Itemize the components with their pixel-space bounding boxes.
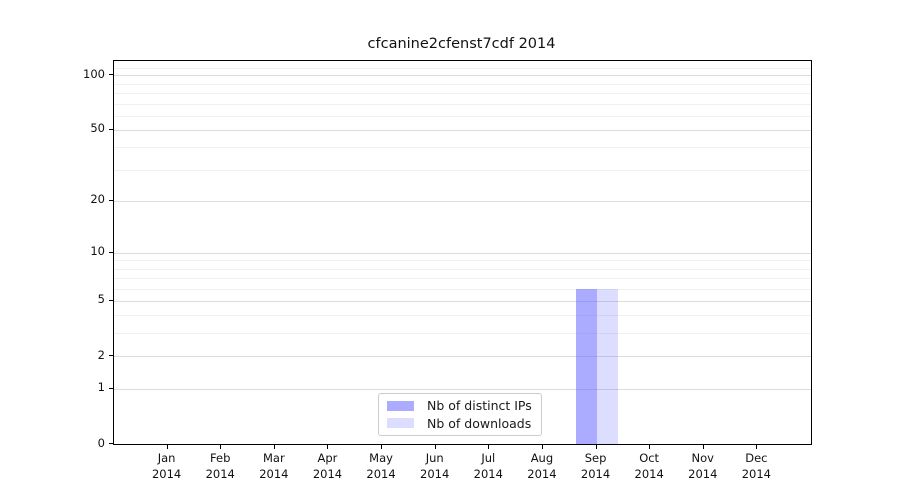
plot-area: [113, 60, 812, 445]
x-tick-mark: [381, 445, 383, 449]
y-tick-mark: [109, 251, 113, 253]
legend-swatch-downloads: [387, 418, 414, 429]
y-gridline-minor: [114, 315, 811, 317]
y-tick-label: 50: [90, 121, 105, 136]
y-gridline-minor: [114, 260, 811, 262]
x-tick-label: Jun 2014: [420, 451, 450, 481]
y-gridline-minor: [114, 169, 811, 171]
y-tick-mark: [109, 128, 113, 130]
legend-label-distinct-ips: Nb of distinct IPs: [427, 398, 532, 414]
x-tick-mark: [273, 445, 275, 449]
x-tick-mark: [327, 445, 329, 449]
x-tick-mark: [595, 445, 597, 449]
y-tick-label: 100: [83, 66, 105, 81]
y-gridline-minor: [114, 147, 811, 149]
y-gridline-minor: [114, 93, 811, 95]
legend-entry-downloads: Nb of downloads: [379, 416, 541, 431]
x-tick-label: May 2014: [366, 451, 396, 481]
x-tick-label: Apr 2014: [312, 451, 343, 481]
y-tick-mark: [109, 387, 113, 389]
x-tick-mark: [541, 445, 543, 449]
x-tick-mark: [434, 445, 436, 449]
y-gridline-minor: [114, 83, 811, 85]
y-tick-label: 5: [97, 292, 105, 307]
bar-distinct-ips: [575, 288, 597, 444]
y-tick-label: 2: [97, 347, 105, 362]
y-tick-mark: [109, 355, 113, 357]
y-gridline-major: [114, 388, 811, 390]
x-tick-mark: [220, 445, 222, 449]
y-gridline-major: [114, 252, 811, 254]
legend: Nb of distinct IPs Nb of downloads: [378, 393, 542, 436]
x-tick-label: Jan 2014: [151, 451, 182, 481]
y-tick-mark: [109, 199, 113, 201]
bar-downloads: [596, 288, 618, 444]
y-tick-label: 10: [90, 244, 105, 258]
y-tick-mark: [109, 299, 113, 301]
y-gridline-minor: [114, 268, 811, 270]
y-gridline-minor: [114, 277, 811, 279]
y-gridline-minor: [114, 288, 811, 290]
y-gridline-minor: [114, 115, 811, 117]
x-tick-mark: [756, 445, 758, 449]
legend-label-downloads: Nb of downloads: [427, 415, 532, 431]
y-tick-label: 20: [90, 192, 105, 207]
x-tick-mark: [702, 445, 704, 449]
y-tick-mark: [109, 443, 113, 444]
y-tick-label: 0: [97, 435, 105, 450]
y-gridline-major: [114, 75, 811, 77]
x-tick-label: Sep 2014: [580, 451, 611, 481]
y-gridline-minor: [114, 103, 811, 105]
y-tick-mark: [109, 74, 113, 76]
x-tick-label: Jul 2014: [473, 451, 503, 481]
x-tick-label: Aug 2014: [527, 451, 557, 481]
x-tick-label: Mar 2014: [259, 451, 289, 481]
legend-swatch-distinct-ips: [387, 400, 414, 411]
x-tick-mark: [488, 445, 490, 449]
x-tick-label: Nov 2014: [688, 451, 718, 481]
y-gridline-major: [114, 129, 811, 131]
chart-title: cfcanine2cfenst7cdf 2014: [367, 36, 556, 52]
x-tick-label: Oct 2014: [634, 451, 664, 481]
y-gridline-major: [114, 200, 811, 202]
x-tick-mark: [166, 445, 168, 449]
x-tick-label: Dec 2014: [741, 451, 772, 481]
y-gridline-major: [114, 300, 811, 302]
y-gridline-minor: [114, 333, 811, 335]
y-gridline-major: [114, 356, 811, 358]
x-tick-mark: [649, 445, 651, 449]
legend-entry-distinct-ips: Nb of distinct IPs: [379, 398, 541, 413]
y-tick-label: 1: [97, 380, 105, 395]
x-tick-label: Feb 2014: [205, 451, 235, 481]
y-gridline-minor: [114, 67, 811, 69]
